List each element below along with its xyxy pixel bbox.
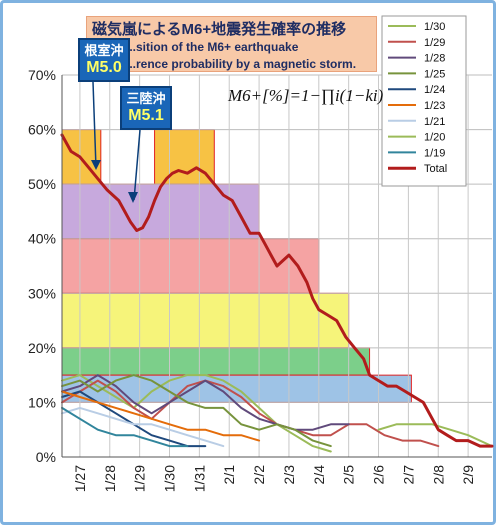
probability-bands: [61, 129, 412, 403]
legend-label: 1/21: [424, 116, 445, 128]
callout-sanriku-place: 三陸沖: [126, 91, 166, 106]
y-tick-label: 60%: [28, 122, 56, 138]
probability-formula: M6+[%]=1−∏i(1−ki): [228, 86, 384, 105]
series-line-1-29: [61, 379, 440, 448]
x-tick-label: 2/6: [371, 465, 387, 485]
series-lines: [60, 133, 494, 453]
x-tick-label: 2/9: [460, 465, 476, 485]
series-line-1-28: [61, 374, 350, 431]
x-tick-label: 2/3: [281, 465, 297, 485]
chart-title-box: [86, 16, 377, 72]
series-line-1-20: [377, 423, 493, 448]
legend-label: 1/25: [424, 68, 445, 80]
callout-nemuro-mag: M5.0: [86, 59, 122, 76]
legend-label: 1/23: [424, 100, 445, 112]
callout-sanriku-arrowhead: [128, 192, 138, 203]
y-tick-label: 20%: [28, 340, 56, 356]
y-tick-label: 0%: [36, 449, 56, 465]
x-tick-label: 1/27: [72, 465, 88, 492]
x-tick-label: 1/28: [102, 465, 118, 492]
x-tick-label: 2/4: [311, 465, 327, 485]
probability-band-1: [154, 129, 215, 185]
x-tick-label: 2/1: [221, 465, 237, 485]
callout-sanriku-pointer: [133, 129, 141, 201]
callout-nemuro: 根室沖 M5.0: [78, 38, 130, 82]
callout-sanriku-mag: M5.1: [128, 107, 164, 124]
series-line-1-30: [61, 374, 332, 453]
probability-band-4: [61, 292, 350, 349]
y-tick-label: 10%: [28, 394, 56, 410]
probability-band-3: [61, 238, 320, 294]
chart-title-jp: 磁気嵐によるM6+地震発生確率の推移: [92, 21, 347, 38]
legend-label: 1/30: [424, 21, 445, 33]
series-line-1-19: [61, 406, 189, 448]
x-tick-label: 2/2: [251, 465, 267, 485]
callout-nemuro-arrowhead: [91, 160, 101, 170]
callout-nemuro-place: 根室沖: [84, 43, 124, 58]
x-tick-label: 1/29: [132, 465, 148, 492]
legend-label: 1/24: [424, 84, 445, 96]
y-tick-label: 40%: [28, 231, 56, 247]
x-tick-label: 2/8: [430, 465, 446, 485]
chart-title-en-line2: ...rence probability by a magnetic storm…: [126, 57, 357, 71]
series-line-1-25: [61, 374, 332, 448]
x-tick-label: 2/7: [400, 465, 416, 485]
callout-nemuro-pointer: [92, 81, 97, 169]
y-tick-label: 50%: [28, 176, 56, 192]
x-tick-label: 1/30: [162, 465, 178, 492]
x-tick-label: 1/31: [191, 465, 207, 492]
y-tick-label: 70%: [28, 67, 56, 83]
legend-label: 1/19: [424, 147, 445, 159]
legend-label: 1/20: [424, 132, 445, 144]
legend-box: [381, 15, 467, 187]
axes: 0% 10% 20% 30% 40% 50% 60% 70% 1/27 1/28 1/29 1/30 1…: [28, 67, 492, 492]
legend-label: 1/29: [424, 37, 445, 49]
chart-title-en-line1: ...sition of the M6+ earthquake: [126, 40, 299, 54]
x-tick-label: 2/5: [341, 465, 357, 485]
legend-label: 1/28: [424, 53, 445, 65]
probability-band-5: [61, 347, 371, 376]
callout-sanriku: 三陸沖 M5.1: [120, 86, 172, 130]
y-tick-label: 30%: [28, 285, 56, 301]
series-line-Total: [60, 133, 494, 448]
series-line-1-21: [61, 406, 225, 448]
legend-label: Total: [424, 163, 447, 175]
series-line-1-23: [61, 390, 261, 442]
legend: 1/30 1/29 1/28 1/25 1/24 1/23 1/21 1/20 1/19 Tota…: [381, 15, 467, 187]
